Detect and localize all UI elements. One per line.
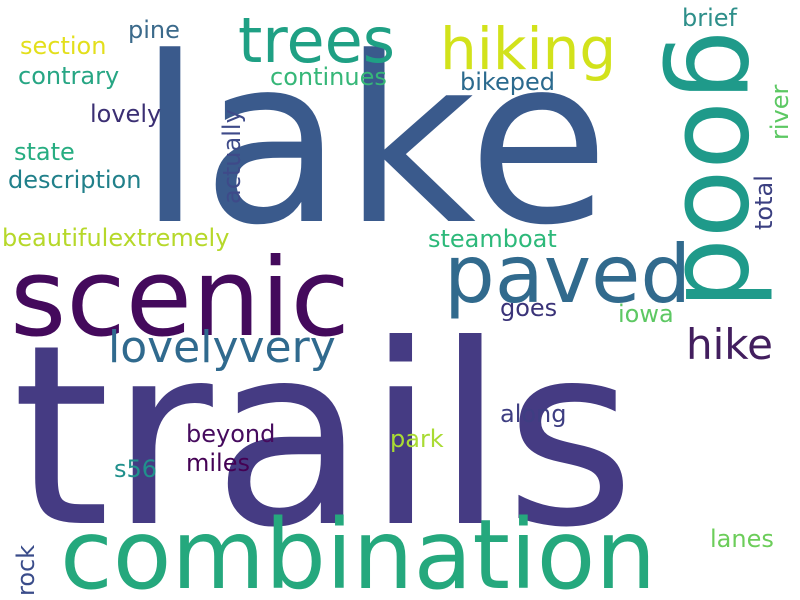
word-lanes: lanes: [710, 525, 774, 553]
word-goes: goes: [500, 294, 558, 322]
word-bikeped: bikeped: [460, 68, 555, 96]
word-paved: paved: [444, 228, 692, 321]
word-rock: rock: [12, 544, 40, 596]
word-actually: actually: [218, 109, 246, 204]
word-river: river: [766, 84, 794, 140]
word-along: along: [500, 400, 567, 428]
word-description: description: [8, 166, 142, 194]
word-iowa: iowa: [618, 300, 674, 328]
word-lake: lake: [138, 9, 610, 276]
word-park: park: [390, 425, 444, 453]
word-continues: continues: [270, 63, 387, 91]
word-combination: combination: [60, 499, 657, 600]
word-beyond: beyond: [186, 420, 276, 448]
word-s56: s56: [114, 455, 158, 483]
word-beautifulextremely: beautifulextremely: [2, 224, 230, 252]
word-hike: hike: [686, 320, 773, 369]
word-lovely: lovely: [90, 100, 162, 128]
word-hiking: hiking: [440, 15, 617, 83]
word-steamboat: steamboat: [428, 225, 557, 253]
word-contrary: contrary: [18, 62, 120, 90]
word-brief: brief: [682, 4, 737, 32]
word-trees: trees: [238, 4, 396, 77]
word-total: total: [750, 175, 778, 230]
word-scenic: scenic: [10, 236, 350, 361]
word-pine: pine: [128, 16, 180, 44]
word-miles: miles: [186, 449, 250, 477]
word-lovelyvery: lovelyvery: [108, 322, 336, 373]
word-section: section: [20, 32, 107, 60]
word-trails: trails: [12, 291, 636, 582]
word-state: state: [14, 138, 75, 166]
